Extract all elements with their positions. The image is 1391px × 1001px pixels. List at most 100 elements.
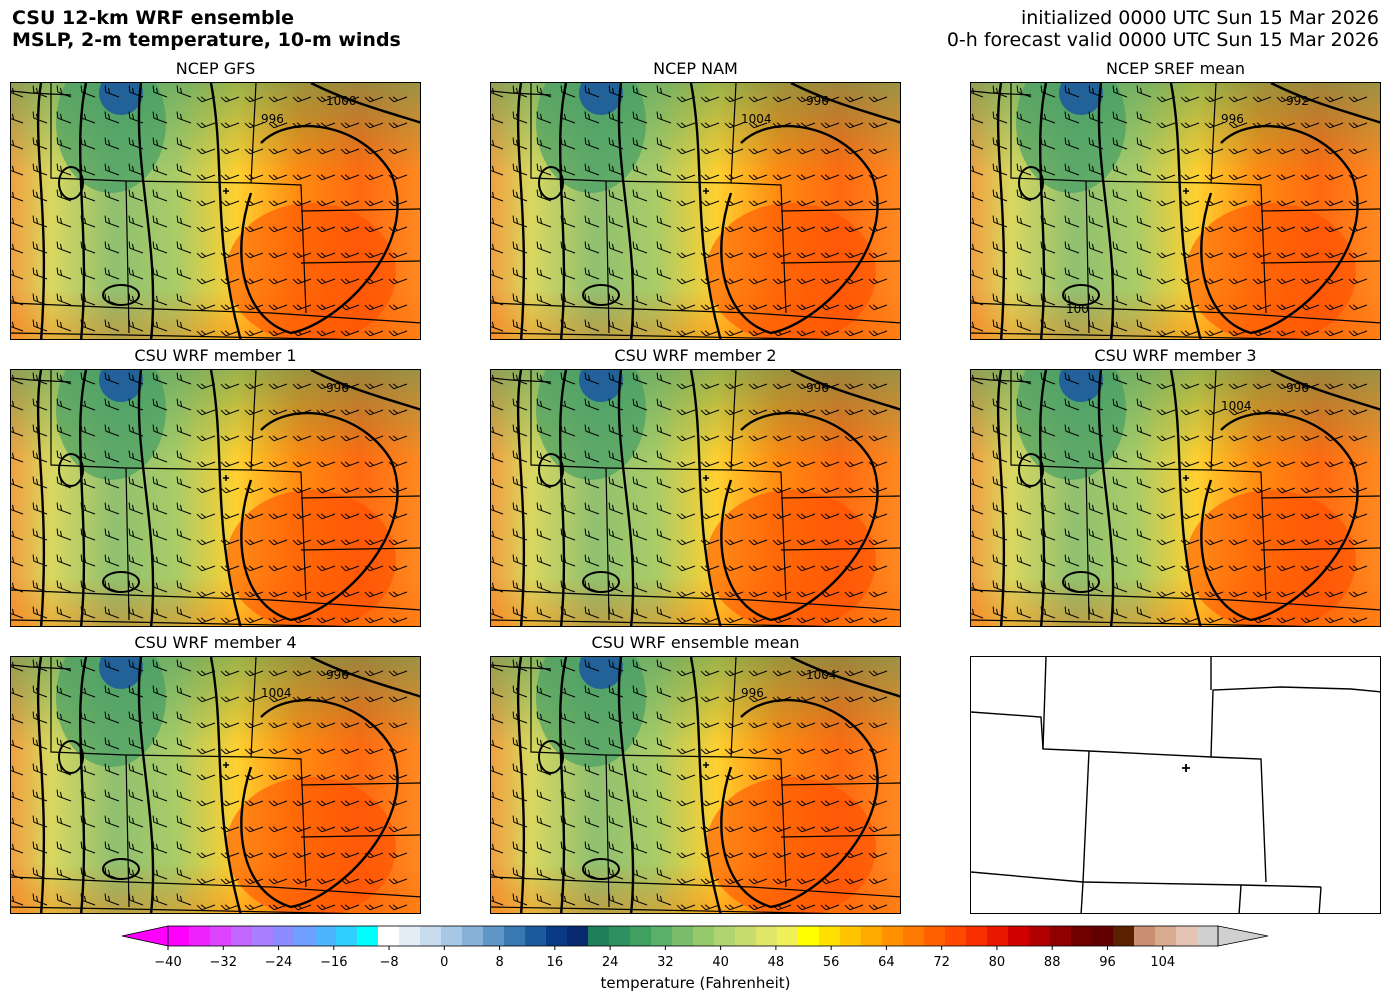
wind-barb [1112,215,1128,228]
wind-barb [491,269,504,280]
wind-barb [292,174,312,181]
wind-barb [1088,241,1104,254]
wind-barb [1112,502,1128,515]
wind-barb [128,502,144,515]
wind-barb [820,409,840,416]
colorbar-tick-label: −32 [209,955,237,970]
state-border [730,469,787,601]
wind-barb [1064,85,1080,98]
colorbar-tick-label: 104 [1150,955,1176,970]
wind-barb [11,113,24,124]
wind-barb [656,476,672,489]
isobar-closed-high [582,284,620,306]
colorbar-segment [168,926,190,946]
wind-barb [364,252,384,259]
wind-barb [1228,200,1248,207]
wind-barb [196,304,216,311]
wind-barb [196,539,216,546]
forecast-time: initialized 0000 UTC Sun 15 Mar 2026 0-h… [947,7,1379,51]
wind-barb [748,226,768,233]
wind-barb [536,502,552,515]
wind-barb [796,487,816,494]
wind-barb [340,748,360,755]
state-border [50,83,127,182]
map-graphic: 996 1004 [971,370,1380,626]
wind-barb [196,852,216,859]
wind-barb [971,556,984,567]
wind-barb [676,539,696,546]
wind-barb [196,722,216,729]
wind-barb [176,580,192,593]
colorbar-segment [819,926,841,946]
wind-barb [971,321,984,332]
wind-barb [1348,96,1368,103]
wind-barb [676,435,696,442]
wind-barb [656,293,672,306]
wind-barb [1112,372,1128,385]
wind-barb [176,528,192,541]
wind-barb [268,800,288,807]
wind-barb [491,843,504,854]
wind-barb [176,267,192,280]
isobar-line [209,83,242,339]
wind-barb [796,174,816,181]
state-border [530,83,607,182]
wind-barb [1204,383,1224,390]
wind-barb [268,304,288,311]
wind-barb [584,606,600,619]
colorbar-segment [588,926,610,946]
wind-barb [128,528,144,541]
colorbar-segment [189,926,211,946]
wind-barb [388,122,408,129]
wind-barb [1156,174,1176,181]
wind-barb [1276,591,1296,598]
wind-barb [748,670,768,677]
wind-barb [868,670,888,677]
wind-barb [868,591,888,598]
wind-barb [1180,435,1200,442]
colorbar-segment [756,926,778,946]
wind-barb [584,554,600,567]
wind-barb [220,461,240,468]
wind-barb [1156,461,1176,468]
wind-barb [971,608,984,619]
wind-barb [584,424,600,437]
wind-barb [971,504,984,515]
wind-barb [56,711,72,724]
wind-barb [796,513,816,520]
colorbar-tick-label: 88 [1043,955,1061,970]
isobar-closed-high [582,858,620,880]
wind-barb [176,85,192,98]
wind-barb [11,817,24,828]
wind-barb [656,580,672,593]
colorbar-max-extend [1217,925,1269,947]
state-border [971,589,1380,611]
wind-barb [56,241,72,254]
wind-barb [724,904,744,911]
wind-barb [512,711,528,724]
wind-barb [1180,174,1200,181]
wind-barb [152,215,168,228]
wind-barb [11,426,24,437]
wind-barb [1348,617,1368,624]
wind-barb [152,85,168,98]
wind-barb [292,435,312,442]
wind-barb [128,867,144,880]
wind-barb [1136,450,1152,463]
map-panel: 996 [490,369,901,627]
wind-barb [268,878,288,885]
wind-barb [1324,174,1344,181]
wind-barb [220,774,240,781]
wind-barb [388,96,408,103]
wind-barb [364,226,384,233]
wind-barb [584,372,600,385]
wind-barb [11,895,24,906]
isobar-line [240,124,399,335]
wind-barb [844,591,864,598]
wind-barb [152,372,168,385]
wind-barb [676,409,696,416]
colorbar-segment [441,926,463,946]
wind-barb [316,148,336,155]
wind-barb [220,748,240,755]
colorbar-segment [252,926,274,946]
